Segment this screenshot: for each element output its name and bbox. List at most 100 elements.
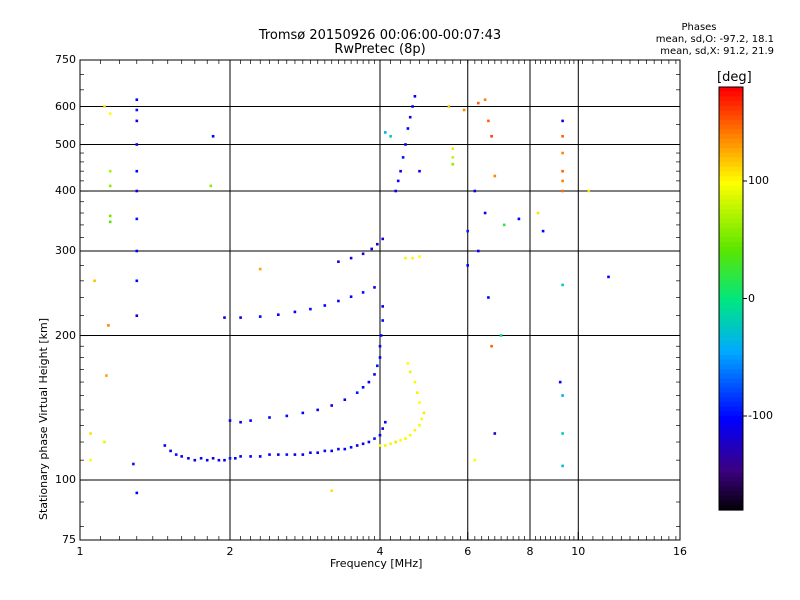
data-point (180, 455, 183, 458)
data-point (239, 455, 242, 458)
data-point (361, 291, 365, 294)
data-point (211, 135, 215, 138)
colorbar-segment (719, 293, 743, 300)
colorbar-segment (719, 500, 743, 506)
colorbar-segment (719, 143, 743, 149)
data-point (367, 440, 371, 444)
data-point (561, 189, 564, 193)
data-point (408, 433, 412, 437)
data-point (234, 457, 237, 460)
data-point (418, 169, 421, 173)
colorbar-segment (719, 148, 743, 154)
colorbar-segment (719, 458, 743, 464)
data-point (228, 419, 232, 422)
data-point (422, 411, 426, 415)
data-point (376, 364, 379, 368)
data-point (301, 411, 305, 415)
data-point (406, 127, 410, 130)
colorbar-segment (719, 289, 743, 295)
data-point (209, 184, 213, 188)
data-point (132, 462, 135, 466)
x-tick-label: 10 (571, 545, 586, 558)
colorbar-segment (719, 251, 743, 257)
data-point (418, 424, 421, 427)
data-point (107, 324, 110, 327)
data-point (404, 256, 407, 260)
y-tick-label: 300 (55, 244, 76, 257)
colorbar-segment (719, 364, 743, 370)
colorbar-segment (719, 354, 743, 361)
y-tick-label: 400 (55, 184, 76, 198)
data-point (135, 189, 139, 193)
colorbar-segment (719, 340, 743, 347)
data-point (490, 344, 493, 348)
data-point (483, 98, 487, 101)
x-tick-label: 8 (526, 545, 534, 558)
data-point (223, 316, 226, 319)
data-point (370, 247, 373, 251)
data-point (373, 373, 376, 376)
data-point (413, 95, 417, 98)
colorbar-segment (719, 265, 743, 271)
data-point (411, 105, 414, 108)
data-point (493, 174, 497, 178)
data-point (249, 419, 252, 422)
data-point (108, 112, 112, 115)
data-point (378, 356, 382, 359)
data-point (135, 119, 139, 123)
colorbar-segment (719, 467, 743, 473)
data-point (205, 458, 209, 462)
phases-heading: Phases (681, 22, 717, 33)
data-point (381, 237, 384, 241)
data-point (561, 135, 564, 138)
data-point (401, 156, 405, 159)
colorbar-segment (719, 453, 743, 459)
data-point (477, 249, 480, 253)
y-tick-label: 200 (55, 328, 76, 342)
phases-o-stats: mean, sd,O: -97.2, 18.1 (655, 34, 774, 45)
colorbar-segment (719, 176, 743, 182)
data-point (541, 229, 545, 233)
data-point (561, 283, 564, 287)
colorbar-segment (719, 312, 743, 318)
y-axis-label: Stationary phase Virtual Height [km] (37, 317, 50, 520)
data-point (330, 449, 333, 453)
data-point (249, 455, 252, 458)
data-point (293, 310, 297, 314)
colorbar-segment (719, 448, 743, 455)
data-point (223, 458, 226, 462)
colorbar-tick-label: 100 (748, 174, 769, 187)
colorbar-segment (719, 232, 743, 238)
colorbar-segment (719, 129, 743, 135)
colorbar-segment (719, 336, 743, 342)
colorbar-segment (719, 463, 743, 469)
data-point (473, 458, 477, 462)
data-point (355, 444, 359, 447)
data-point (499, 334, 503, 337)
data-points (89, 95, 610, 495)
data-point (277, 313, 280, 316)
data-point (477, 101, 480, 105)
colorbar-segment (719, 138, 743, 144)
data-point (163, 444, 167, 447)
colorbar-segment (719, 242, 743, 248)
colorbar-segment (719, 110, 743, 116)
x-tick-label: 6 (464, 545, 472, 558)
colorbar-segment (719, 209, 743, 215)
data-point (408, 370, 412, 374)
data-point (384, 420, 387, 424)
colorbar-segment (719, 401, 743, 408)
colorbar-segment (719, 486, 743, 492)
y-tick-label: 75 (62, 533, 76, 546)
colorbar-segment (719, 87, 743, 93)
data-point (349, 446, 353, 449)
data-point (381, 305, 384, 308)
colorbar-segment (719, 213, 743, 220)
data-point (135, 108, 139, 112)
data-point (217, 458, 221, 462)
colorbar-segment (719, 218, 743, 224)
data-point (343, 398, 347, 401)
data-point (418, 401, 421, 404)
data-point (381, 427, 384, 430)
colorbar-segment (719, 270, 743, 276)
